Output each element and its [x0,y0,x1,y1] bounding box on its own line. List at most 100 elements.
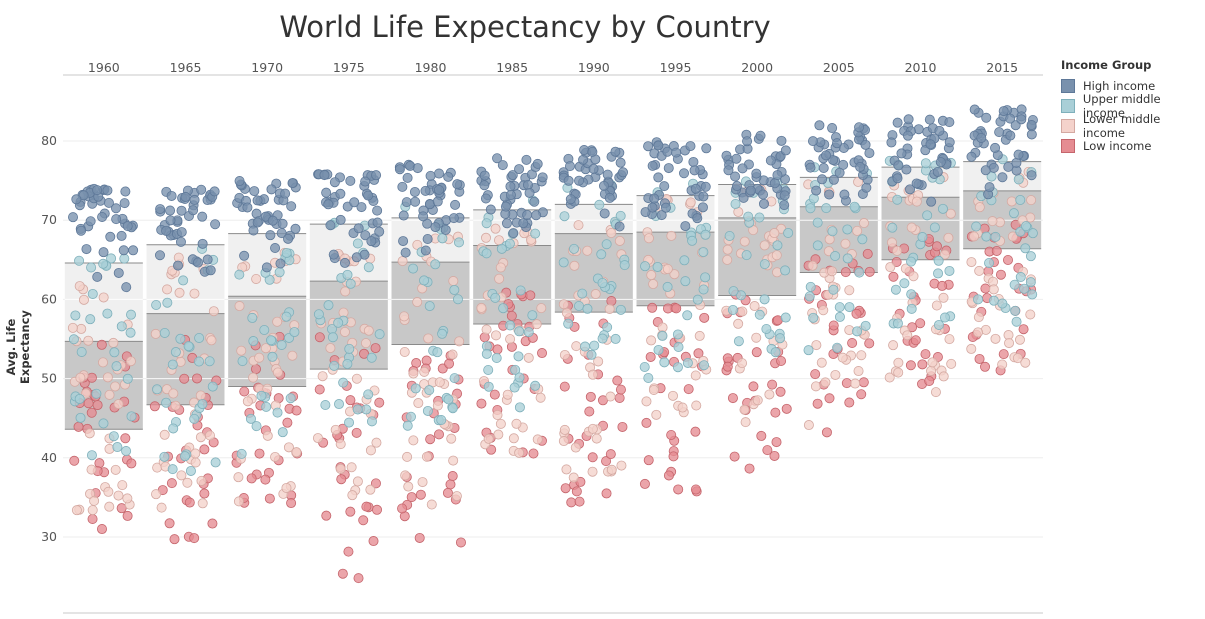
data-point-upper-middle-income [98,418,109,429]
data-point-high-income [832,138,843,149]
data-point-high-income [266,184,277,195]
data-point-upper-middle-income [237,356,248,367]
data-point-high-income [1005,130,1016,141]
data-point-upper-middle-income [783,227,794,238]
data-point-high-income [283,233,294,244]
data-point-high-income [176,205,187,216]
data-point-lower-middle-income [170,400,181,411]
data-point-high-income [92,271,103,282]
data-point-high-income [692,213,703,224]
data-point-upper-middle-income [74,393,85,404]
data-point-low-income [856,389,867,400]
data-point-lower-middle-income [677,402,688,413]
data-point-low-income [353,573,364,584]
data-point-upper-middle-income [86,262,97,273]
data-point-low-income [489,389,500,400]
data-point-high-income [425,170,436,181]
data-point-high-income [514,164,525,175]
data-point-upper-middle-income [582,303,593,314]
data-point-low-income [584,406,595,417]
data-point-lower-middle-income [260,343,271,354]
data-point-low-income [433,429,444,440]
data-point-upper-middle-income [852,326,863,337]
data-point-high-income [905,184,916,195]
data-point-upper-middle-income [759,259,770,270]
data-point-low-income [727,393,738,404]
data-point-upper-middle-income [984,257,995,268]
data-point-low-income [748,381,759,392]
data-point-upper-middle-income [1008,208,1019,219]
data-point-high-income [161,225,172,236]
data-point-lower-middle-income [490,223,501,234]
data-point-low-income [781,403,792,414]
legend-item-lower-middle-income[interactable]: Lower middle income [1061,112,1205,140]
data-point-high-income [128,245,139,256]
data-point-lower-middle-income [176,470,187,481]
data-point-low-income [120,433,131,444]
data-point-upper-middle-income [929,222,940,233]
data-point-low-income [199,444,210,455]
data-point-low-income [351,427,362,438]
data-point-low-income [744,463,755,474]
data-point-lower-middle-income [856,350,867,361]
data-point-high-income [688,156,699,167]
data-point-lower-middle-income [830,369,841,380]
data-point-high-income [68,212,79,223]
data-point-upper-middle-income [988,295,999,306]
data-point-upper-middle-income [204,356,215,367]
data-point-high-income [807,136,818,147]
data-point-high-income [209,186,220,197]
data-point-lower-middle-income [769,228,780,239]
data-point-high-income [432,196,443,207]
data-point-lower-middle-income [973,312,984,323]
data-point-upper-middle-income [906,256,917,267]
data-point-upper-middle-income [842,253,853,264]
data-point-high-income [690,183,701,194]
data-point-low-income [769,450,780,461]
y-tick-label: 30 [41,529,57,544]
legend-item-high-income[interactable]: High income [1061,76,1205,96]
data-point-high-income [261,262,272,273]
data-point-lower-middle-income [694,330,705,341]
data-point-upper-middle-income [504,238,515,249]
data-point-lower-middle-income [481,232,492,243]
data-point-upper-middle-income [1020,243,1031,254]
data-point-lower-middle-income [233,496,244,507]
data-point-upper-middle-income [483,365,494,376]
data-point-high-income [758,198,769,209]
data-point-high-income [193,257,204,268]
data-point-high-income [410,196,421,207]
data-point-high-income [745,185,756,196]
data-point-upper-middle-income [180,451,191,462]
data-point-lower-middle-income [419,366,430,377]
legend-item-upper-middle-income[interactable]: Upper middle income [1061,92,1205,120]
year-header-label: 2005 [823,60,855,75]
data-point-upper-middle-income [724,230,735,241]
data-point-upper-middle-income [775,333,786,344]
data-point-high-income [116,230,127,241]
data-point-lower-middle-income [84,428,95,439]
data-point-lower-middle-income [844,285,855,296]
data-point-high-income [180,191,191,202]
data-point-lower-middle-income [511,418,522,429]
data-point-upper-middle-income [106,253,117,264]
data-point-high-income [398,236,409,247]
data-point-high-income [480,193,491,204]
data-point-high-income [97,211,108,222]
data-point-lower-middle-income [772,267,783,278]
data-point-low-income [699,312,710,323]
data-point-high-income [71,194,82,205]
data-point-lower-middle-income [402,451,413,462]
data-point-high-income [643,141,654,152]
data-point-lower-middle-income [97,357,108,368]
data-point-low-income [371,504,382,515]
data-point-lower-middle-income [287,350,298,361]
data-point-upper-middle-income [490,292,501,303]
legend-swatch [1061,119,1075,133]
data-point-high-income [935,157,946,168]
data-point-low-income [767,379,778,390]
data-point-lower-middle-income [502,389,513,400]
data-point-high-income [102,185,113,196]
data-point-low-income [445,479,456,490]
legend-item-low-income[interactable]: Low income [1061,136,1205,156]
